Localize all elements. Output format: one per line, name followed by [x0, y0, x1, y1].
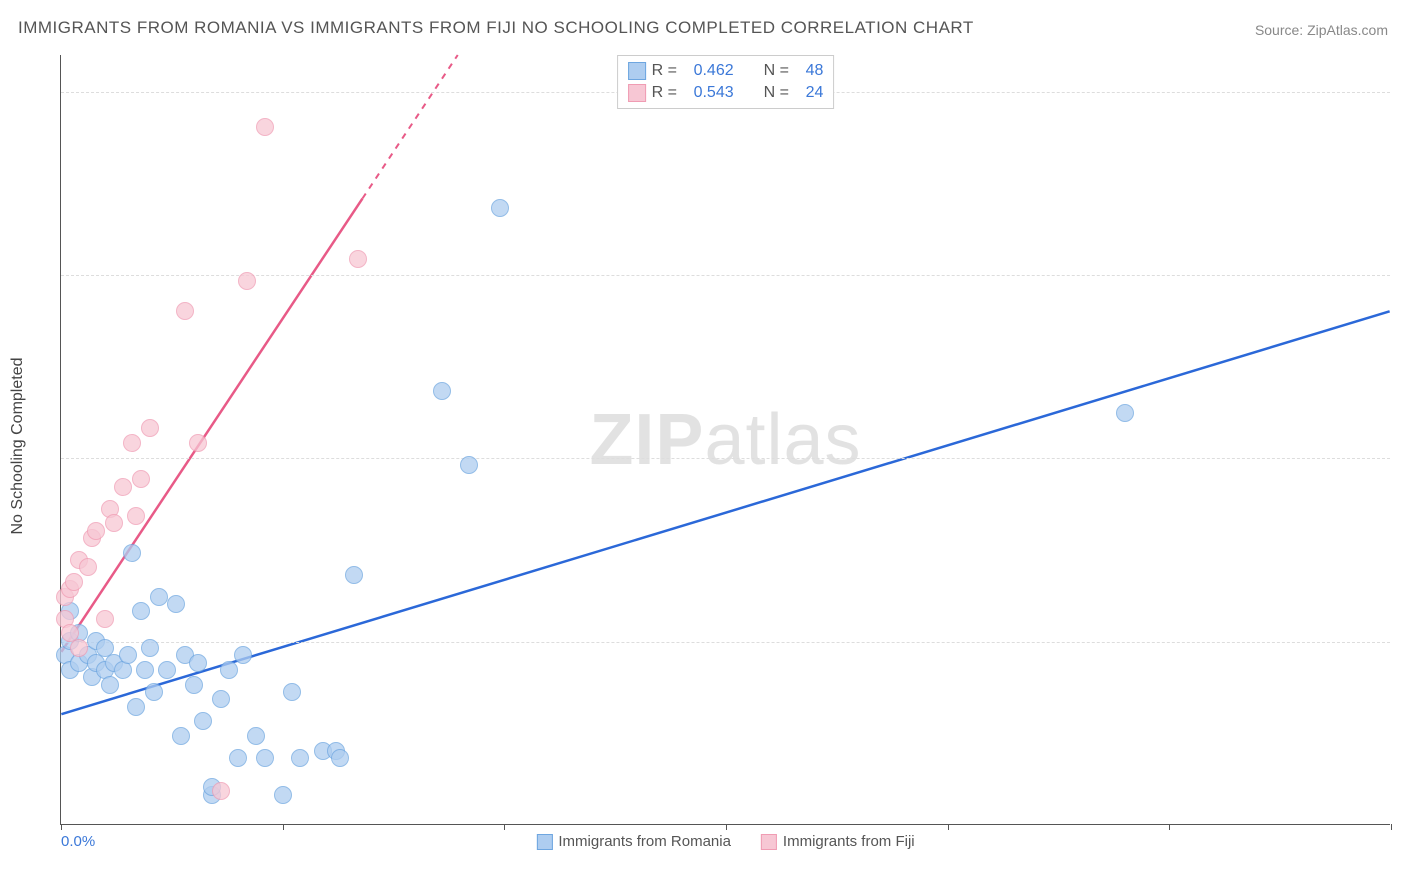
legend-swatch-fiji [628, 84, 646, 102]
n-value: 48 [806, 62, 824, 80]
data-point-romania [460, 456, 478, 474]
data-point-romania [167, 595, 185, 613]
data-point-fiji [349, 250, 367, 268]
data-point-fiji [65, 573, 83, 591]
data-point-romania [283, 683, 301, 701]
correlation-chart: IMMIGRANTS FROM ROMANIA VS IMMIGRANTS FR… [0, 0, 1406, 892]
r-value: 0.462 [694, 62, 734, 80]
data-point-fiji [176, 302, 194, 320]
data-point-fiji [70, 639, 88, 657]
x-tick [1391, 824, 1392, 830]
source-attribution: Source: ZipAtlas.com [1255, 22, 1388, 38]
data-point-romania [212, 690, 230, 708]
data-point-romania [150, 588, 168, 606]
legend-item-romania: Immigrants from Romania [536, 833, 731, 850]
data-point-fiji [127, 507, 145, 525]
x-tick [504, 824, 505, 830]
legend-row-fiji: R = 0.543 N = 24 [628, 82, 824, 104]
data-point-fiji [189, 434, 207, 452]
data-point-romania [189, 654, 207, 672]
data-point-romania [158, 661, 176, 679]
data-point-romania [1116, 404, 1134, 422]
legend-swatch-fiji [761, 834, 777, 850]
x-tick [283, 824, 284, 830]
data-point-romania [185, 676, 203, 694]
regression-line-dashed-fiji [362, 55, 457, 199]
data-point-romania [291, 749, 309, 767]
legend-item-fiji: Immigrants from Fiji [761, 833, 915, 850]
data-point-romania [345, 566, 363, 584]
data-point-romania [220, 661, 238, 679]
data-point-romania [141, 639, 159, 657]
y-axis-label: No Schooling Completed [9, 358, 27, 535]
data-point-romania [234, 646, 252, 664]
data-point-fiji [87, 522, 105, 540]
n-label: N = [764, 84, 800, 102]
data-point-romania [123, 544, 141, 562]
data-point-romania [247, 727, 265, 745]
data-point-fiji [105, 514, 123, 532]
data-point-fiji [141, 419, 159, 437]
legend-swatch-romania [628, 62, 646, 80]
data-point-romania [331, 749, 349, 767]
data-point-romania [194, 712, 212, 730]
data-point-fiji [79, 558, 97, 576]
data-point-fiji [96, 610, 114, 628]
chart-title: IMMIGRANTS FROM ROMANIA VS IMMIGRANTS FR… [18, 18, 974, 38]
regression-line-fiji [61, 199, 362, 652]
data-point-romania [491, 199, 509, 217]
x-tick-label: 0.0% [61, 833, 95, 850]
x-tick [1169, 824, 1170, 830]
watermark: ZIPatlas [589, 399, 861, 481]
legend-label: Immigrants from Romania [558, 833, 731, 850]
data-point-romania [101, 676, 119, 694]
series-legend: Immigrants from Romania Immigrants from F… [536, 833, 914, 850]
legend-label: Immigrants from Fiji [783, 833, 915, 850]
y-tick-label: 2.5% [1396, 633, 1406, 650]
data-point-fiji [212, 782, 230, 800]
gridline [61, 642, 1390, 643]
x-tick [61, 824, 62, 830]
data-point-romania [136, 661, 154, 679]
regression-line-romania [61, 311, 1389, 714]
n-value: 24 [806, 84, 824, 102]
data-point-fiji [256, 118, 274, 136]
r-label: R = [652, 84, 688, 102]
data-point-romania [119, 646, 137, 664]
y-tick-label: 10.0% [1396, 83, 1406, 100]
gridline [61, 275, 1390, 276]
plot-area: ZIPatlas R =0.462N =48R =0.543N =24 Immi… [60, 55, 1390, 825]
data-point-romania [127, 698, 145, 716]
y-tick-label: 5.0% [1396, 450, 1406, 467]
legend-row-romania: R = 0.462 N = 48 [628, 60, 824, 82]
data-point-romania [433, 382, 451, 400]
data-point-romania [145, 683, 163, 701]
data-point-romania [274, 786, 292, 804]
data-point-fiji [114, 478, 132, 496]
data-point-romania [229, 749, 247, 767]
gridline [61, 458, 1390, 459]
x-tick-label: 15.0% [1396, 833, 1406, 850]
correlation-legend: R = 0.462 N = 48 R = 0.543 N = 24 [617, 55, 835, 109]
x-tick [948, 824, 949, 830]
data-point-fiji [132, 470, 150, 488]
regression-lines [61, 55, 1390, 824]
y-tick-label: 7.5% [1396, 267, 1406, 284]
n-label: N = [764, 62, 800, 80]
r-value: 0.543 [694, 84, 734, 102]
data-point-fiji [238, 272, 256, 290]
data-point-romania [132, 602, 150, 620]
data-point-romania [172, 727, 190, 745]
data-point-fiji [123, 434, 141, 452]
r-label: R = [652, 62, 688, 80]
legend-swatch-romania [536, 834, 552, 850]
data-point-romania [256, 749, 274, 767]
x-tick [726, 824, 727, 830]
